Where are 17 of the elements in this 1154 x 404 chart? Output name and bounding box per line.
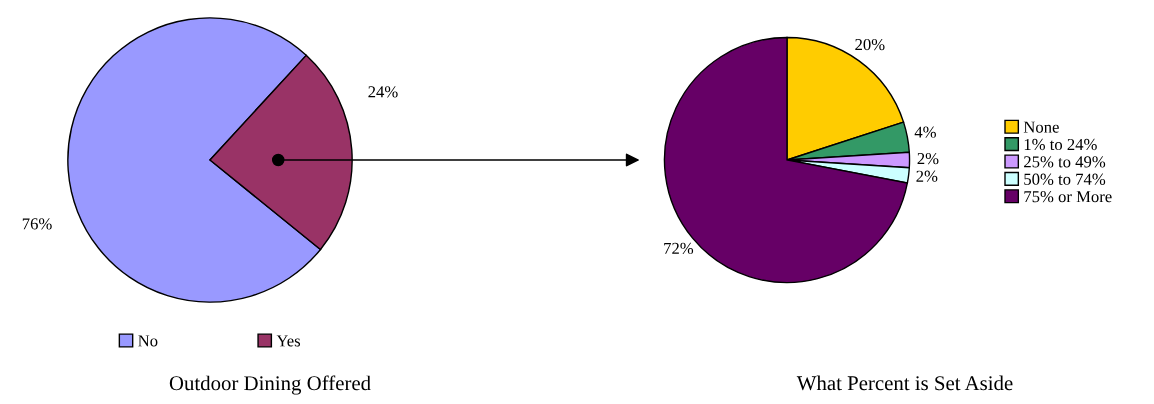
data-label: 24% (368, 86, 398, 98)
text: Outdoor Dining Offered (169, 375, 371, 395)
data-label: 72% (664, 242, 694, 255)
pie-slice (663, 36, 909, 284)
legend-label: 25% to 49% (1024, 156, 1106, 168)
legend-label: 75% or More (1024, 190, 1112, 203)
data-label: 20% (855, 38, 885, 51)
data-label: 2% (917, 152, 939, 165)
legend-label: 1% to 24% (1024, 138, 1097, 151)
legend-label: 50% to 74% (1024, 173, 1106, 185)
text: What Percent is Set Aside (796, 375, 1013, 391)
legend-label: None (1023, 121, 1059, 133)
legend-label: Yes (276, 335, 301, 347)
data-label: 2% (916, 170, 938, 182)
data-label: 76% (22, 218, 52, 230)
data-label: 4% (914, 126, 936, 138)
legend-label: No (138, 335, 158, 347)
